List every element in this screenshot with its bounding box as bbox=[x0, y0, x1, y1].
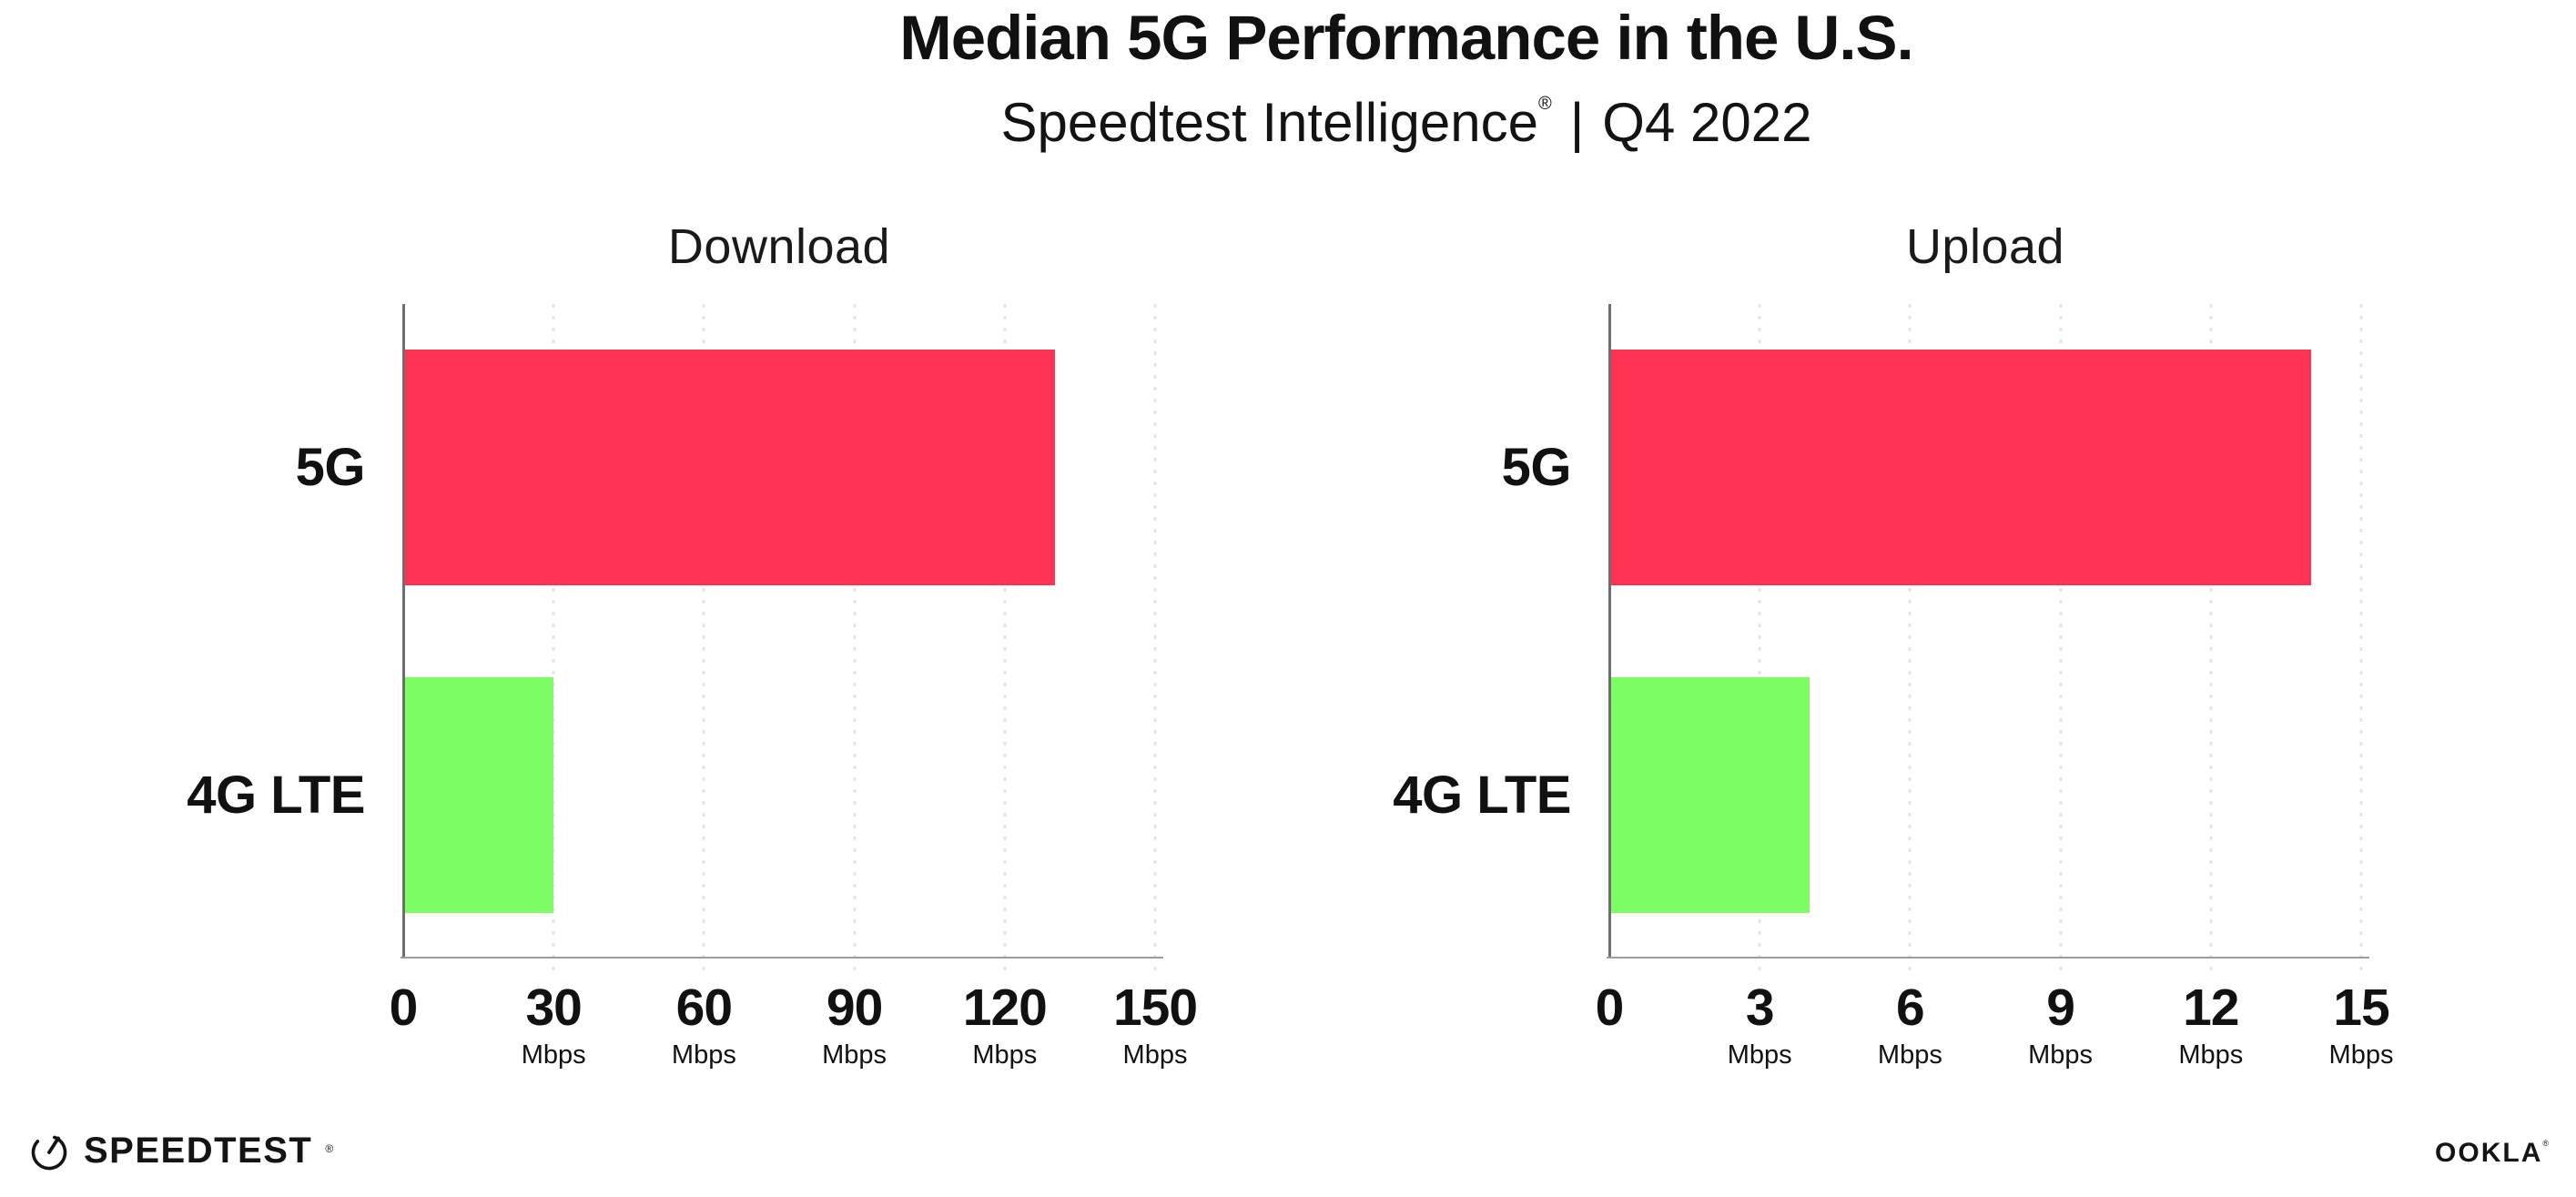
x-tick-label: 0 bbox=[389, 979, 419, 1037]
gridline bbox=[702, 304, 705, 971]
x-tick-label: 9 Mbps bbox=[2028, 982, 2093, 1069]
ookla-logo: OOKLA® bbox=[2435, 1138, 2549, 1168]
x-tick-value: 120 bbox=[962, 979, 1048, 1037]
x-tick-label: 150 Mbps bbox=[1112, 979, 1198, 1070]
x-tick-unit: Mbps bbox=[1727, 1040, 1792, 1070]
x-tick-label: 30 Mbps bbox=[522, 982, 586, 1069]
x-tick-unit: Mbps bbox=[822, 1040, 887, 1070]
bar-4g-lte bbox=[1609, 676, 1810, 913]
gridline bbox=[2359, 304, 2363, 971]
x-tick-unit: Mbps bbox=[521, 1040, 586, 1070]
x-tick-value: 6 bbox=[1896, 979, 1925, 1037]
x-tick-label: 6 Mbps bbox=[1878, 982, 1942, 1069]
x-tick-value: 30 bbox=[525, 979, 582, 1037]
subtitle-separator: | bbox=[1569, 92, 1585, 154]
subtitle-period: Q4 2022 bbox=[1602, 92, 1812, 154]
x-tick-label: 12 Mbps bbox=[2178, 982, 2243, 1069]
registered-mark: ® bbox=[325, 1142, 334, 1155]
x-tick-unit: Mbps bbox=[972, 1040, 1038, 1070]
gridline bbox=[1003, 304, 1007, 971]
y-axis-line bbox=[402, 304, 405, 959]
subtitle-brand: Speedtest Intelligence bbox=[1000, 92, 1538, 154]
category-label-5g: 5G bbox=[295, 438, 366, 498]
category-label-4g-lte: 4G LTE bbox=[187, 765, 365, 825]
x-tick-value: 60 bbox=[675, 979, 733, 1037]
category-label-4g-lte: 4G LTE bbox=[1393, 765, 1571, 825]
speedtest-wordmark: SPEEDTEST bbox=[84, 1131, 313, 1171]
x-tick-label: 90 Mbps bbox=[822, 982, 887, 1069]
x-tick-unit: Mbps bbox=[2028, 1040, 2094, 1070]
gridline bbox=[552, 304, 555, 971]
x-tick-value: 90 bbox=[826, 979, 883, 1037]
x-tick-unit: Mbps bbox=[671, 1040, 736, 1070]
gridline bbox=[1758, 304, 1761, 971]
x-tick-label: 60 Mbps bbox=[672, 982, 736, 1069]
upload-chart: Upload 5G 4G LTE 0 3 Mbps 6 Mbps 9 Mbps 12 Mbps 15… bbox=[1354, 209, 2393, 1129]
bar-5g bbox=[1609, 350, 2311, 586]
x-axis-line bbox=[1607, 957, 2369, 959]
y-axis-labels: 5G 4G LTE bbox=[1354, 304, 1571, 959]
bar-4g-lte bbox=[403, 676, 554, 913]
x-tick-label: 120 Mbps bbox=[962, 979, 1048, 1070]
ookla-wordmark: OOKLA bbox=[2435, 1138, 2543, 1168]
chart-title: Upload bbox=[1905, 219, 2065, 274]
header: Median 5G Performance in the U.S. Speedt… bbox=[237, 5, 2576, 154]
x-tick-value: 9 bbox=[2046, 979, 2075, 1037]
gridline bbox=[1908, 304, 1912, 971]
x-tick-value: 15 bbox=[2333, 979, 2389, 1037]
y-axis-line bbox=[1608, 304, 1611, 959]
x-tick-value: 0 bbox=[389, 979, 419, 1037]
x-tick-unit: Mbps bbox=[2178, 1040, 2244, 1070]
gridline bbox=[2059, 304, 2063, 971]
x-tick-label: 0 bbox=[1595, 979, 1625, 1037]
page-subtitle: Speedtest Intelligence® | Q4 2022 bbox=[237, 91, 2576, 154]
x-tick-label: 15 Mbps bbox=[2329, 982, 2394, 1069]
x-tick-unit: Mbps bbox=[1122, 1040, 1188, 1070]
speedtest-logo: SPEEDTEST ® bbox=[27, 1129, 333, 1172]
gridline bbox=[2209, 304, 2213, 971]
page-title: Median 5G Performance in the U.S. bbox=[899, 3, 1913, 73]
chart-title: Download bbox=[667, 219, 891, 274]
bar-5g bbox=[403, 350, 1055, 586]
x-tick-label: 3 Mbps bbox=[1728, 982, 1792, 1069]
x-tick-value: 3 bbox=[1745, 979, 1775, 1037]
registered-mark: ® bbox=[2542, 1139, 2549, 1148]
gridline bbox=[1153, 304, 1157, 971]
x-tick-unit: Mbps bbox=[1877, 1040, 1942, 1070]
x-axis-line bbox=[401, 957, 1163, 959]
plot-area: 0 3 Mbps 6 Mbps 9 Mbps 12 Mbps 15 Mbps bbox=[1596, 304, 2393, 1069]
x-tick-value: 12 bbox=[2183, 979, 2239, 1037]
x-tick-value: 150 bbox=[1112, 979, 1198, 1037]
speedtest-gauge-icon bbox=[31, 1134, 67, 1171]
y-axis-labels: 5G 4G LTE bbox=[148, 304, 365, 959]
plot-area: 0 30 Mbps 60 Mbps 90 Mbps 120 Mbps 150 Mbps bbox=[390, 304, 1198, 1069]
category-label-5g: 5G bbox=[1501, 438, 1572, 498]
x-tick-value: 0 bbox=[1595, 979, 1625, 1037]
x-tick-unit: Mbps bbox=[2328, 1040, 2394, 1070]
registered-mark: ® bbox=[1537, 94, 1552, 115]
download-chart: Download 5G 4G LTE 0 30 Mbps 60 Mbps 90 Mbps 120… bbox=[148, 209, 1198, 1129]
gridline bbox=[853, 304, 857, 971]
